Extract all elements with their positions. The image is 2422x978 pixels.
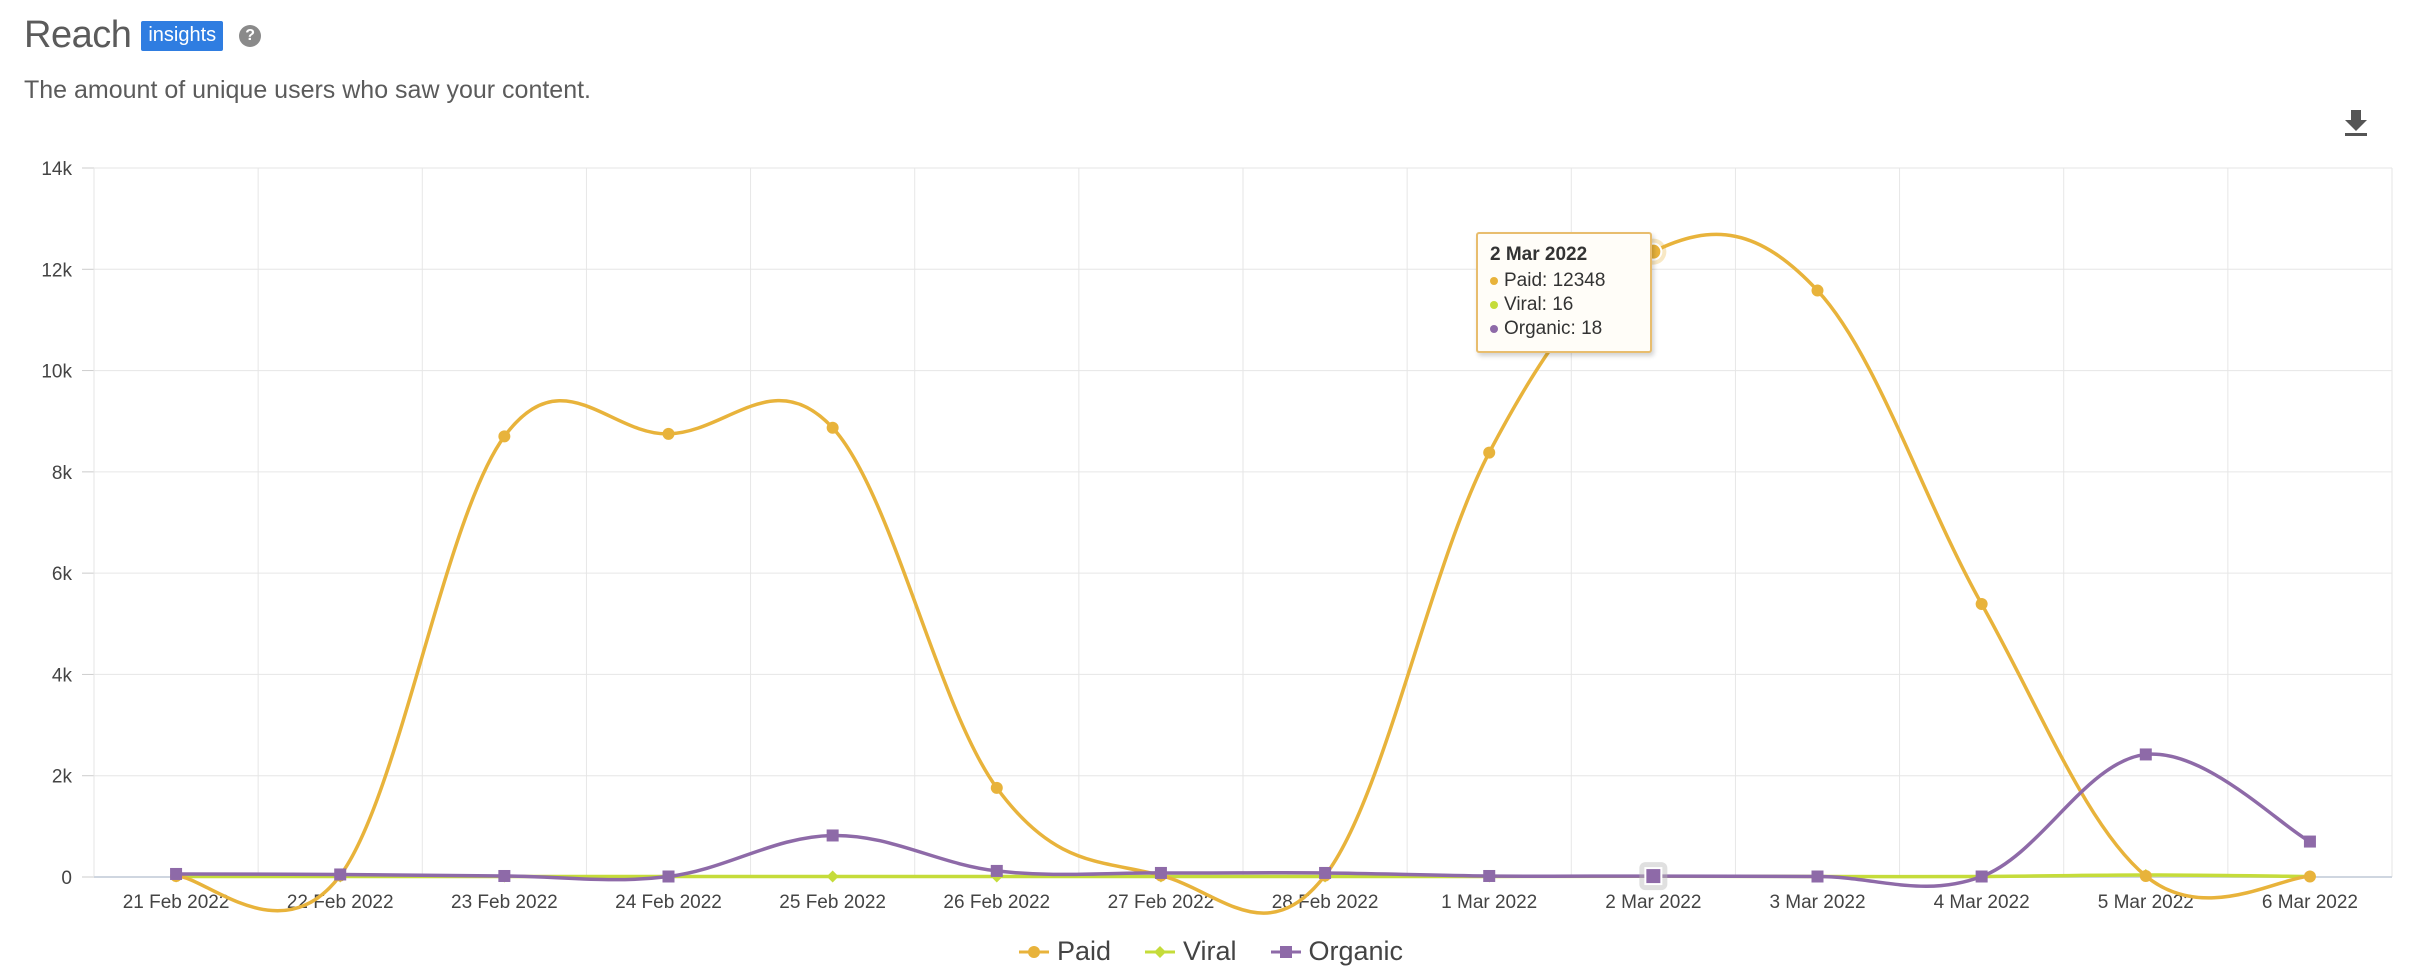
viral-legend-marker [1144, 945, 1175, 958]
paid-point [2303, 870, 2316, 883]
organic-point [826, 829, 839, 842]
tooltip-paid-value: Paid: 12348 [1504, 270, 1606, 291]
organic-point [662, 870, 675, 883]
x-tick-label: 26 Feb 2022 [943, 892, 1050, 913]
paid-point [990, 781, 1003, 794]
y-tick-label: 4k [52, 665, 73, 686]
organic-point [170, 867, 183, 880]
x-tick-label: 23 Feb 2022 [451, 892, 558, 913]
tooltip-date: 2 Mar 2022 [1490, 244, 1588, 265]
tooltip-row-viral: Viral: 16 [1490, 293, 1640, 317]
organic-point [1154, 866, 1167, 879]
paid-point [662, 427, 675, 440]
y-tick-label: 10k [41, 362, 72, 383]
organic-point [2303, 835, 2316, 848]
x-tick-label: 3 Mar 2022 [1769, 892, 1865, 913]
tooltip-row-organic: Organic: 18 [1490, 317, 1640, 341]
y-tick-label: 8k [52, 463, 73, 484]
tooltip-row-paid: Paid: 12348 [1490, 269, 1640, 293]
paid-point [498, 430, 511, 443]
legend-label-paid: Paid [1056, 936, 1111, 966]
insights-badge: insights [141, 20, 224, 51]
download-icon[interactable] [2338, 104, 2374, 140]
paid-legend-marker [1018, 945, 1049, 958]
x-tick-label: 21 Feb 2022 [123, 892, 230, 913]
organic-point [498, 869, 511, 882]
paid-point [826, 421, 839, 434]
legend-item-viral[interactable]: Viral [1144, 936, 1237, 967]
organic-point [1811, 870, 1824, 883]
organic-point [1975, 870, 1988, 883]
header: Reach insights ? [24, 14, 262, 57]
y-tick-label: 12k [41, 260, 72, 281]
tooltip-organic-value: Organic: 18 [1504, 318, 1603, 339]
legend-item-organic[interactable]: Organic [1270, 936, 1404, 967]
y-tick-label: 6k [52, 564, 73, 585]
chart-legend: Paid Viral Organic [0, 936, 2422, 967]
x-tick-label: 4 Mar 2022 [1934, 892, 2030, 913]
x-tick-label: 5 Mar 2022 [2098, 892, 2194, 913]
data-tooltip: 2 Mar 2022 Paid: 12348 Viral: 16 Organic… [1476, 232, 1652, 353]
organic-hover-point [1644, 867, 1663, 886]
organic-point [334, 868, 347, 881]
y-tick-label: 0 [61, 868, 72, 889]
x-tick-label: 6 Mar 2022 [2262, 892, 2358, 913]
x-tick-label: 1 Mar 2022 [1441, 892, 1537, 913]
legend-item-paid[interactable]: Paid [1018, 936, 1111, 967]
y-tick-label: 14k [41, 159, 72, 180]
paid-point [1811, 284, 1824, 297]
organic-legend-marker [1270, 945, 1301, 958]
page-title: Reach [24, 14, 132, 56]
legend-label-viral: Viral [1182, 936, 1237, 966]
x-tick-label: 2 Mar 2022 [1605, 892, 1701, 913]
paid-point [2139, 869, 2152, 882]
organic-point [990, 864, 1003, 877]
x-tick-label: 25 Feb 2022 [779, 892, 886, 913]
organic-point [2139, 748, 2152, 761]
x-tick-label: 28 Feb 2022 [1272, 892, 1379, 913]
x-tick-label: 27 Feb 2022 [1108, 892, 1215, 913]
help-icon[interactable]: ? [239, 24, 262, 47]
viral-point [826, 870, 839, 883]
x-tick-label: 24 Feb 2022 [615, 892, 722, 913]
paid-point [1483, 446, 1496, 459]
legend-label-organic: Organic [1308, 936, 1404, 966]
paid-point [1975, 598, 1988, 611]
y-tick-label: 2k [52, 767, 73, 788]
page-subtitle: The amount of unique users who saw your … [24, 76, 591, 104]
organic-point [1483, 869, 1496, 882]
x-tick-label: 22 Feb 2022 [287, 892, 394, 913]
tooltip-viral-value: Viral: 16 [1504, 294, 1574, 315]
organic-point [1319, 866, 1332, 879]
